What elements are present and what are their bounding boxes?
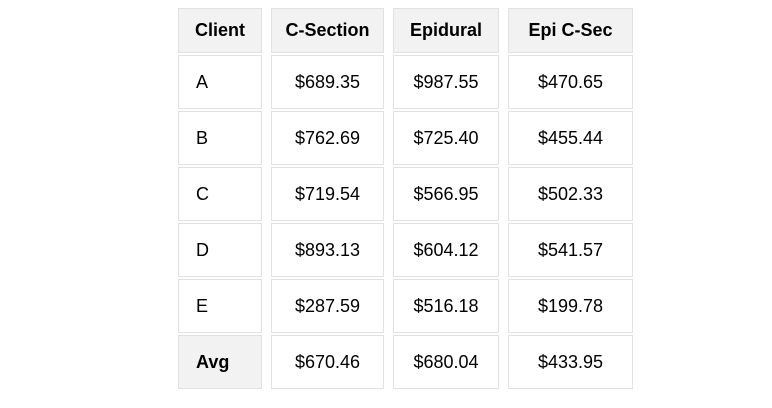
- row-label-e: E: [178, 279, 262, 333]
- cell-avg-epidural: $680.04: [393, 335, 499, 389]
- cell-d-epidural: $604.12: [393, 223, 499, 277]
- row-label-d: D: [178, 223, 262, 277]
- cell-avg-epi-c-sec: $433.95: [508, 335, 633, 389]
- cell-c-epi-c-sec: $502.33: [508, 167, 633, 221]
- cell-d-epi-c-sec: $541.57: [508, 223, 633, 277]
- cell-e-epi-c-sec: $199.78: [508, 279, 633, 333]
- cell-b-epi-c-sec: $455.44: [508, 111, 633, 165]
- row-label-c: C: [178, 167, 262, 221]
- column-header-client: Client: [178, 8, 262, 53]
- cell-b-c-section: $762.69: [271, 111, 384, 165]
- cell-b-epidural: $725.40: [393, 111, 499, 165]
- column-header-epi-c-sec: Epi C-Sec: [508, 8, 633, 53]
- cell-a-epidural: $987.55: [393, 55, 499, 109]
- cell-avg-c-section: $670.46: [271, 335, 384, 389]
- cell-c-epidural: $566.95: [393, 167, 499, 221]
- row-label-avg: Avg: [178, 335, 262, 389]
- cell-a-epi-c-sec: $470.65: [508, 55, 633, 109]
- cell-e-epidural: $516.18: [393, 279, 499, 333]
- column-header-epidural: Epidural: [393, 8, 499, 53]
- client-cost-table: Client C-Section Epidural Epi C-Sec A $689.35…: [178, 8, 633, 389]
- column-header-c-section: C-Section: [271, 8, 384, 53]
- cell-e-c-section: $287.59: [271, 279, 384, 333]
- cell-c-c-section: $719.54: [271, 167, 384, 221]
- row-label-b: B: [178, 111, 262, 165]
- cell-d-c-section: $893.13: [271, 223, 384, 277]
- row-label-a: A: [178, 55, 262, 109]
- cell-a-c-section: $689.35: [271, 55, 384, 109]
